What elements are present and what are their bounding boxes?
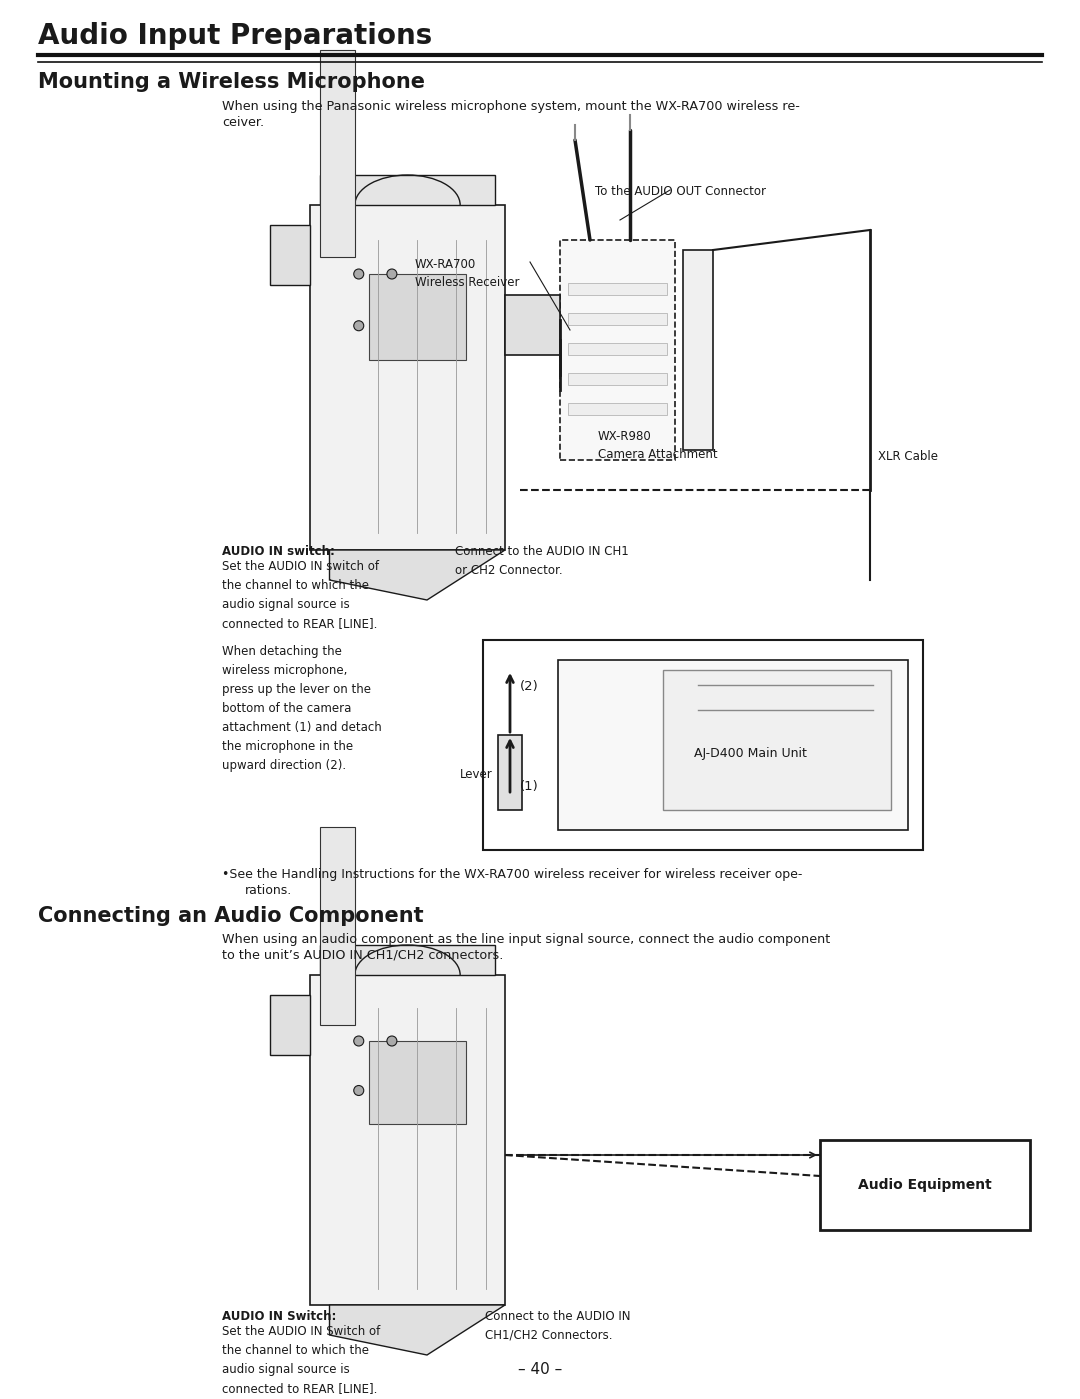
Text: Lever: Lever — [460, 768, 492, 782]
Text: – 40 –: – 40 – — [518, 1363, 562, 1378]
Text: Set the AUDIO IN switch of
the channel to which the
audio signal source is
conne: Set the AUDIO IN switch of the channel t… — [222, 560, 379, 630]
Circle shape — [387, 269, 397, 278]
Circle shape — [354, 269, 364, 278]
Circle shape — [354, 1037, 364, 1046]
Bar — [568, 403, 667, 416]
Text: to the unit’s AUDIO IN CH1/CH2 connectors.: to the unit’s AUDIO IN CH1/CH2 connector… — [222, 949, 503, 963]
Text: (2): (2) — [519, 680, 539, 693]
Text: When detaching the
wireless microphone,
press up the lever on the
bottom of the : When detaching the wireless microphone, … — [222, 645, 381, 772]
Bar — [558, 660, 908, 830]
Bar — [320, 175, 496, 206]
Text: Audio Equipment: Audio Equipment — [859, 1178, 991, 1192]
Bar — [498, 734, 522, 810]
Text: ceiver.: ceiver. — [222, 116, 265, 129]
Bar — [310, 206, 505, 550]
Text: •See the Handling Instructions for the WX-RA700 wireless receiver for wireless r: •See the Handling Instructions for the W… — [222, 867, 802, 881]
Text: (1): (1) — [519, 781, 539, 793]
Text: AUDIO IN switch:: AUDIO IN switch: — [222, 546, 335, 558]
Bar — [820, 1140, 1030, 1230]
Bar — [561, 241, 675, 460]
Text: When using an audio component as the line input signal source, connect the audio: When using an audio component as the lin… — [222, 933, 831, 946]
Bar — [505, 295, 561, 355]
Bar — [683, 250, 713, 450]
Bar — [568, 343, 667, 355]
Bar — [568, 283, 667, 295]
Text: Connect to the AUDIO IN CH1
or CH2 Connector.: Connect to the AUDIO IN CH1 or CH2 Conne… — [455, 546, 629, 576]
Bar — [270, 995, 310, 1055]
Text: Connecting an Audio Component: Connecting an Audio Component — [38, 907, 423, 926]
Text: To the AUDIO OUT Connector: To the AUDIO OUT Connector — [595, 185, 766, 199]
Text: WX-R980
Camera Attachment: WX-R980 Camera Attachment — [598, 429, 717, 462]
Text: When using the Panasonic wireless microphone system, mount the WX-RA700 wireless: When using the Panasonic wireless microp… — [222, 99, 800, 113]
Bar — [320, 944, 496, 975]
Bar — [368, 274, 465, 361]
Text: rations.: rations. — [245, 884, 293, 897]
Bar — [483, 639, 923, 851]
Bar — [270, 225, 310, 285]
Text: Audio Input Preparations: Audio Input Preparations — [38, 22, 432, 50]
Text: AUDIO IN Switch:: AUDIO IN Switch: — [222, 1309, 336, 1323]
Bar — [568, 313, 667, 325]
Circle shape — [387, 1037, 397, 1046]
Polygon shape — [329, 1305, 505, 1356]
Text: XLR Cable: XLR Cable — [878, 450, 939, 463]
Text: Set the AUDIO IN Switch of
the channel to which the
audio signal source is
conne: Set the AUDIO IN Switch of the channel t… — [222, 1325, 380, 1395]
Bar — [663, 670, 891, 810]
Text: AJ-D400 Main Unit: AJ-D400 Main Unit — [694, 747, 807, 760]
Text: Connect to the AUDIO IN
CH1/CH2 Connectors.: Connect to the AUDIO IN CH1/CH2 Connecto… — [485, 1309, 631, 1342]
Polygon shape — [329, 550, 505, 600]
Bar — [568, 374, 667, 385]
Text: Mounting a Wireless Microphone: Mounting a Wireless Microphone — [38, 71, 426, 92]
Bar — [320, 827, 355, 1024]
Bar — [320, 50, 355, 257]
Text: WX-RA700
Wireless Receiver: WX-RA700 Wireless Receiver — [415, 257, 519, 290]
Bar — [310, 975, 505, 1305]
Circle shape — [354, 1086, 364, 1095]
Circle shape — [354, 320, 364, 330]
Bar — [368, 1041, 465, 1123]
